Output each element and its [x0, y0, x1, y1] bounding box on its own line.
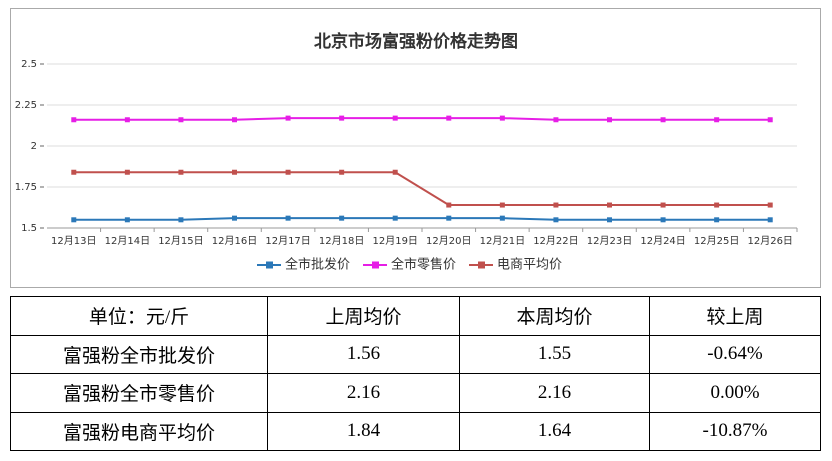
x-tick-label: 12月24日 [640, 235, 685, 247]
table-cell: 1.55 [459, 334, 650, 374]
table-cell: 1.64 [459, 411, 650, 451]
point [232, 117, 237, 123]
chart-frame [10, 8, 821, 288]
point [285, 169, 291, 175]
price-table: 单位：元/斤 上周均价 本周均价 较上周 富强粉全市批发价 1.56 1.55 -0.… [10, 296, 821, 451]
point [499, 202, 505, 208]
point [285, 115, 291, 121]
point [607, 117, 612, 123]
point [232, 215, 237, 221]
x-tick-label: 12月22日 [533, 235, 578, 247]
x-tick-label: 12月13日 [51, 235, 96, 247]
header-cell: 本周均价 [459, 296, 650, 336]
table-cell: 2.16 [267, 373, 460, 413]
y-tick-label: 2.5 [21, 59, 37, 70]
legend-label: 全市批发价 [285, 257, 350, 273]
x-tick-label: 12月20日 [426, 235, 471, 247]
point [446, 115, 452, 121]
point [553, 117, 559, 123]
point [660, 202, 666, 208]
table-cell: -0.64% [649, 334, 821, 374]
series-line [73, 117, 771, 121]
point [499, 215, 505, 221]
point [607, 217, 612, 223]
point [607, 202, 612, 208]
point [392, 169, 398, 175]
x-tick-label: 12月14日 [105, 235, 150, 247]
y-tick-label: 2.25 [15, 100, 37, 111]
x-tick-label: 12月16日 [212, 235, 257, 247]
chart: 北京市场富强粉价格走势图 1.5 1.75 2 2.25 2.5 12月13日 12月14日… [10, 8, 821, 288]
point [767, 202, 773, 208]
x-tick-label: 12月19日 [372, 235, 417, 247]
point [71, 117, 77, 123]
point [660, 117, 666, 123]
table-cell: 富强粉全市批发价 [10, 334, 268, 374]
table-cell: 0.00% [649, 373, 821, 413]
point [714, 202, 720, 208]
series-line [73, 217, 771, 221]
chart-title: 北京市场富强粉价格走势图 [314, 31, 518, 52]
legend-label: 全市零售价 [391, 257, 456, 273]
point [178, 169, 184, 175]
y-tick-label: 1.75 [15, 182, 37, 193]
header-cell: 较上周 [649, 296, 821, 336]
point [553, 202, 559, 208]
table-cell: -10.87% [649, 411, 821, 451]
header-cell: 上周均价 [267, 296, 460, 336]
x-tick-label: 12月25日 [694, 235, 739, 247]
point [499, 115, 505, 121]
table-cell: 富强粉电商平均价 [10, 411, 268, 451]
point [767, 217, 773, 223]
point [339, 115, 345, 121]
point [232, 169, 237, 175]
table-cell: 1.84 [267, 411, 460, 451]
table-row: 富强粉全市零售价 2.16 2.16 0.00% [10, 373, 821, 413]
y-tick-label: 2 [31, 141, 37, 152]
x-tick-label: 12月26日 [747, 235, 792, 247]
point [553, 217, 559, 223]
point [714, 217, 720, 223]
point [178, 217, 184, 223]
x-tick-label: 12月15日 [158, 235, 203, 247]
point [446, 215, 452, 221]
series-line [73, 171, 771, 207]
point [71, 217, 77, 223]
legend-marker [478, 261, 485, 269]
table-row: 富强粉电商平均价 1.84 1.64 -10.87% [10, 411, 821, 451]
table-cell: 2.16 [459, 373, 650, 413]
point [446, 202, 452, 208]
x-tick-label: 12月23日 [587, 235, 632, 247]
x-tick-label: 12月17日 [265, 235, 310, 247]
point [124, 117, 130, 123]
legend-label: 电商平均价 [497, 258, 562, 273]
table-row: 富强粉全市批发价 1.56 1.55 -0.64% [10, 334, 821, 374]
point [392, 215, 398, 221]
legend-marker [266, 261, 273, 269]
x-tick-label: 12月21日 [480, 235, 525, 247]
point [767, 117, 773, 123]
point [124, 169, 130, 175]
point [285, 215, 291, 221]
point [392, 115, 398, 121]
point [71, 169, 77, 175]
point [178, 117, 184, 123]
point [714, 117, 720, 123]
point [660, 217, 666, 223]
legend-marker [372, 261, 379, 269]
table-cell: 1.56 [267, 334, 460, 374]
header-cell: 单位：元/斤 [10, 296, 268, 336]
table-cell: 富强粉全市零售价 [10, 373, 268, 413]
x-tick-label: 12月18日 [319, 235, 364, 247]
table-header: 单位：元/斤 上周均价 本周均价 较上周 [10, 296, 821, 336]
point [339, 169, 345, 175]
point [124, 217, 130, 223]
point [339, 215, 345, 221]
y-tick-label: 1.5 [21, 223, 37, 234]
